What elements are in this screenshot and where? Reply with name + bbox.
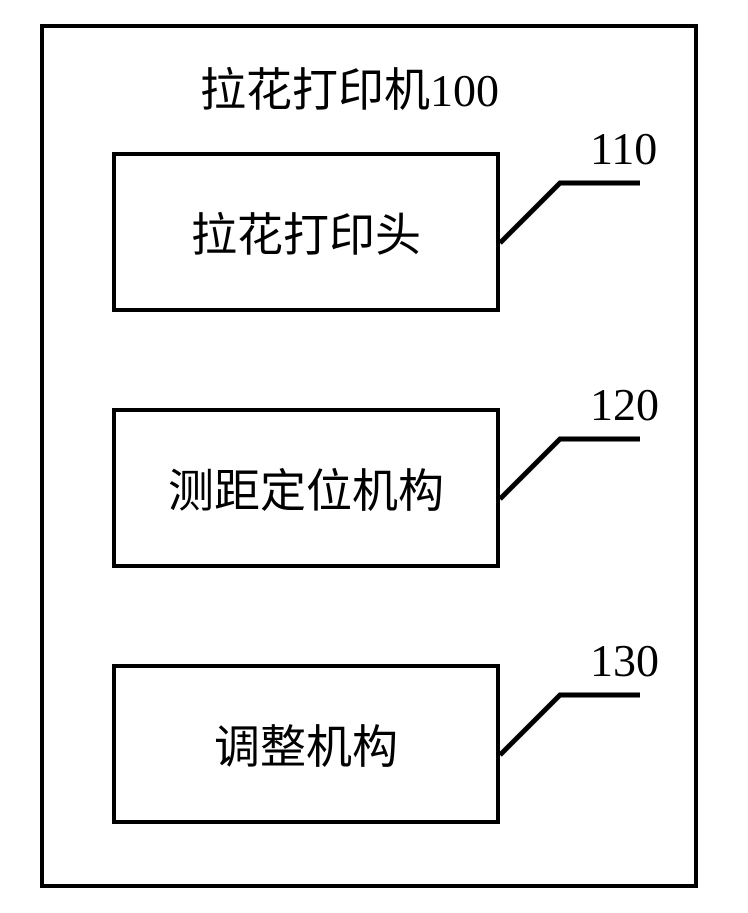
ref-number-120: 120: [590, 378, 659, 431]
block-print-head: 拉花打印头: [112, 152, 500, 312]
ref-number-130: 130: [590, 634, 659, 687]
diagram-canvas: 拉花打印机100 拉花打印头 110 测距定位机构 120 调整机构 130: [0, 0, 748, 913]
block-adjustment-mechanism: 调整机构: [112, 664, 500, 824]
block-ranging-positioning-label: 测距定位机构: [168, 455, 444, 521]
block-ranging-positioning: 测距定位机构: [112, 408, 500, 568]
ref-number-110: 110: [590, 122, 657, 175]
block-print-head-label: 拉花打印头: [191, 199, 421, 265]
block-adjustment-mechanism-label: 调整机构: [214, 711, 398, 777]
diagram-title: 拉花打印机100: [200, 54, 499, 120]
